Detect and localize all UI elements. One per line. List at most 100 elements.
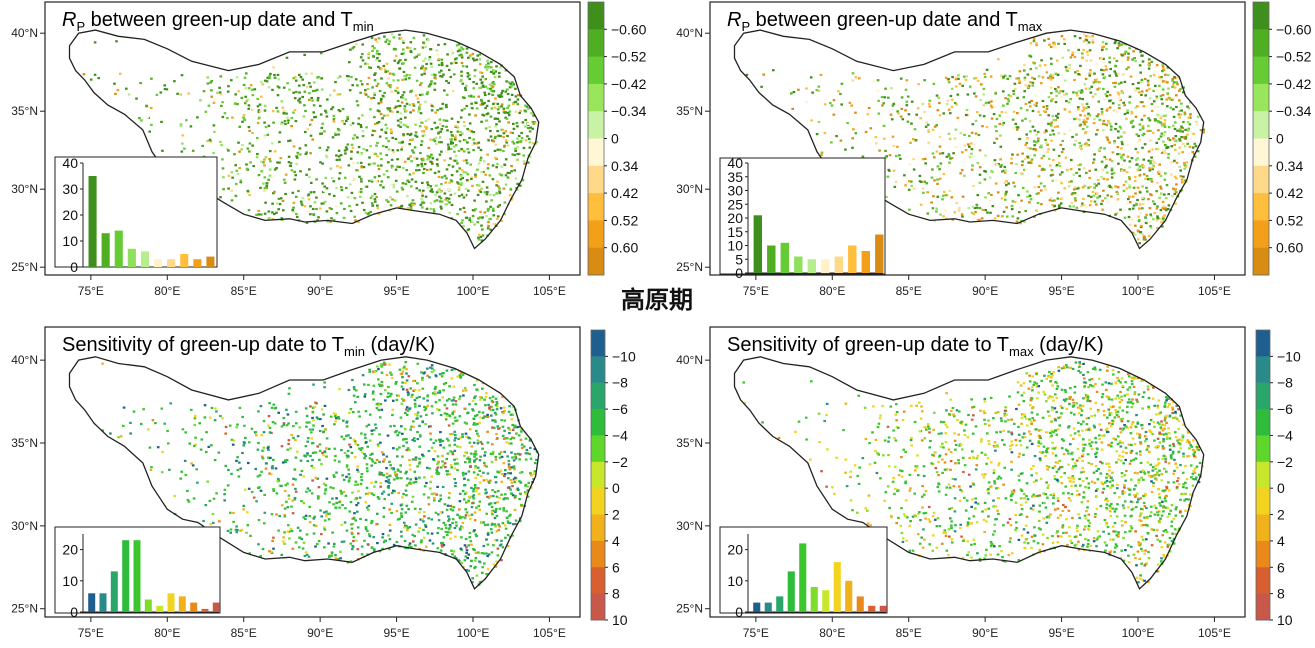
map-pixel	[518, 458, 521, 461]
map-pixel	[1141, 146, 1144, 149]
map-pixel	[1140, 78, 1144, 81]
map-pixel	[392, 468, 396, 471]
map-pixel	[413, 156, 416, 159]
map-pixel	[440, 61, 444, 64]
map-pixel	[382, 173, 386, 176]
map-pixel	[1173, 86, 1177, 89]
map-pixel	[512, 142, 516, 145]
map-pixel	[369, 108, 372, 111]
map-pixel	[340, 492, 343, 495]
map-pixel	[1135, 133, 1139, 136]
map-pixel	[489, 135, 493, 138]
map-pixel	[329, 415, 333, 418]
map-pixel	[471, 399, 475, 402]
map-pixel	[1063, 79, 1067, 82]
map-pixel	[270, 406, 274, 409]
map-pixel	[447, 424, 451, 427]
map-pixel	[230, 79, 233, 82]
map-pixel	[445, 168, 449, 171]
map-pixel	[430, 475, 433, 478]
map-pixel	[262, 161, 265, 164]
map-pixel	[1054, 101, 1058, 104]
map-pixel	[797, 88, 800, 91]
map-pixel	[302, 84, 306, 87]
map-pixel	[533, 121, 537, 124]
map-pixel	[502, 107, 506, 110]
map-pixel	[482, 170, 485, 174]
map-pixel	[245, 163, 248, 166]
map-pixel	[356, 465, 359, 468]
map-pixel	[507, 463, 511, 466]
map-pixel	[330, 554, 333, 557]
map-pixel	[305, 425, 308, 428]
map-pixel	[270, 550, 273, 553]
map-pixel	[405, 437, 408, 441]
map-pixel	[318, 146, 322, 149]
map-pixel	[995, 130, 998, 133]
map-pixel	[360, 447, 364, 450]
map-pixel	[495, 495, 499, 498]
map-pixel	[421, 376, 424, 379]
map-pixel	[351, 84, 354, 87]
x-tick-label: 90°E	[972, 284, 998, 298]
map-pixel	[532, 122, 536, 125]
map-pixel	[345, 74, 349, 78]
map-pixel	[503, 524, 507, 527]
map-pixel	[407, 392, 411, 395]
map-pixel	[474, 453, 478, 456]
map-pixel	[336, 165, 339, 168]
map-pixel	[210, 89, 213, 92]
map-pixel	[384, 131, 388, 134]
map-pixel	[479, 190, 483, 193]
map-pixel	[288, 88, 291, 91]
map-pixel	[1163, 122, 1166, 125]
map-pixel	[510, 418, 513, 421]
map-pixel	[479, 440, 483, 444]
map-pixel	[265, 187, 269, 190]
map-pixel	[337, 133, 340, 136]
map-pixel	[1172, 108, 1175, 111]
map-pixel	[246, 511, 249, 514]
map-pixel	[433, 88, 437, 91]
map-pixel	[306, 487, 310, 490]
map-pixel	[330, 217, 333, 220]
map-pixel	[1098, 44, 1102, 47]
map-pixel	[304, 144, 308, 147]
map-pixel	[274, 467, 278, 470]
map-pixel	[306, 440, 309, 443]
map-pixel	[438, 500, 441, 503]
map-pixel	[504, 493, 507, 496]
map-pixel	[489, 228, 493, 231]
map-pixel	[401, 370, 405, 373]
map-pixel	[334, 133, 337, 136]
map-pixel	[234, 528, 238, 531]
map-pixel	[1128, 178, 1131, 181]
map-pixel	[395, 448, 399, 451]
map-pixel	[267, 445, 270, 448]
map-pixel	[454, 134, 458, 137]
map-pixel	[1085, 171, 1088, 174]
map-pixel	[445, 79, 448, 83]
map-pixel	[492, 69, 496, 72]
map-pixel	[921, 158, 925, 161]
map-pixel	[1126, 109, 1129, 112]
map-pixel	[458, 49, 462, 52]
map-pixel	[1010, 157, 1013, 160]
map-pixel	[480, 98, 483, 101]
map-pixel	[518, 492, 522, 495]
map-pixel	[323, 200, 327, 203]
map-pixel	[1093, 153, 1096, 156]
map-pixel	[470, 54, 473, 57]
map-pixel	[373, 93, 376, 96]
map-pixel	[948, 161, 951, 164]
map-pixel	[496, 130, 499, 133]
map-pixel	[1011, 127, 1015, 130]
map-pixel	[486, 523, 490, 526]
map-pixel	[324, 484, 328, 487]
map-pixel	[377, 164, 380, 167]
map-pixel	[510, 466, 514, 469]
map-pixel	[453, 443, 457, 446]
map-pixel	[1056, 116, 1059, 119]
map-pixel	[297, 189, 300, 193]
map-pixel	[1021, 164, 1024, 167]
